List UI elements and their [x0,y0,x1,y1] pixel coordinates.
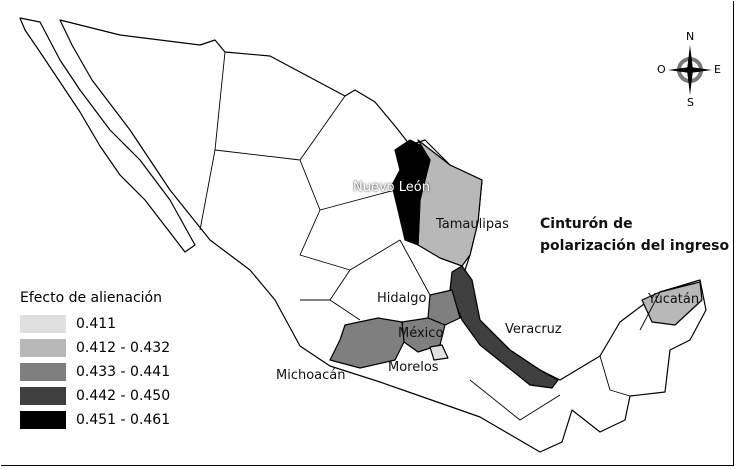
compass-e: E [714,63,721,76]
label-mexico: México [398,326,444,341]
legend-item: 0.442 - 0.450 [20,384,170,408]
legend-swatch [20,339,66,357]
compass-s: S [687,96,694,109]
compass-n: N [686,30,695,43]
label-veracruz: Veracruz [505,322,562,337]
legend-label: 0.442 - 0.450 [76,388,171,404]
legend-item: 0.412 - 0.432 [20,336,170,360]
label-morelos: Morelos [388,360,439,375]
legend-label: 0.433 - 0.441 [76,364,171,380]
annotation-line1: Cinturón de [540,216,633,232]
baja-peninsula [19,17,196,253]
legend-label: 0.411 [76,316,117,332]
legend: Efecto de alienación 0.411 0.412 - 0.432 0… [20,290,170,432]
compass-w: O [657,63,666,76]
state-hidalgo [427,289,461,326]
legend-swatch [20,387,66,405]
annotation-line2: polarización del ingreso [540,238,730,254]
state-michoacan [329,317,405,369]
legend-swatch [20,315,66,333]
label-nuevo-leon: Nuevo León [353,180,430,195]
legend-item: 0.411 [20,312,170,336]
compass-rose-icon [668,45,712,95]
state-nuevo-leon [391,139,431,246]
legend-swatch [20,363,66,381]
legend-item: 0.451 - 0.461 [20,408,170,432]
legend-label: 0.451 - 0.461 [76,412,171,428]
state-morelos [429,344,449,361]
label-yucatan: Yucatán [648,292,700,307]
legend-swatch [20,411,66,429]
legend-title: Efecto de alienación [20,290,162,306]
label-tamaulipas: Tamaulipas [436,217,509,232]
label-michoacan: Michoacán [276,368,346,383]
legend-label: 0.412 - 0.432 [76,340,171,356]
label-hidalgo: Hidalgo [377,291,427,306]
legend-item: 0.433 - 0.441 [20,360,170,384]
state-borders [199,51,661,421]
